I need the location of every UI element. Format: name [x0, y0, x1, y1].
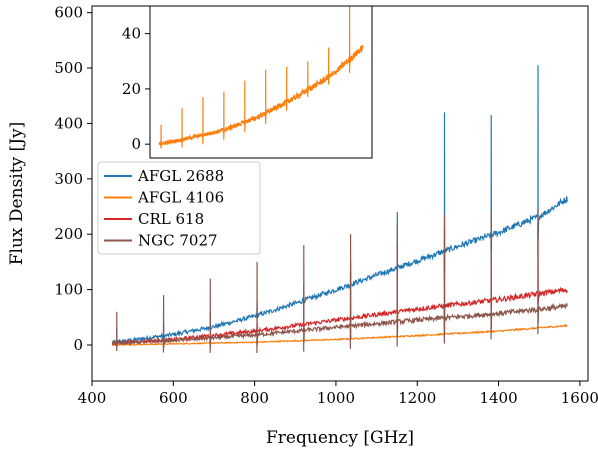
inset-plot-frame — [149, 5, 373, 159]
inset-series-line-afgl-4106 — [158, 6, 364, 149]
y-tick-label: 400 — [54, 114, 83, 132]
legend: AFGL 2688 AFGL 4106 CRL 618 NGC 7027 — [97, 161, 261, 255]
y-tick-label: 200 — [54, 225, 83, 243]
legend-item: AFGL 4106 — [104, 189, 224, 207]
series-line-ngc-7027 — [111, 209, 568, 354]
x-tick-label: 1200 — [398, 389, 436, 407]
y-tick-label: 100 — [54, 281, 83, 299]
main-y-ticks: 0 100 200 300 400 500 600 — [54, 4, 92, 354]
legend-label: AFGL 4106 — [137, 189, 224, 207]
main-plot: 400 600 800 1000 1200 1400 1600 01002003004005… — [7, 4, 598, 448]
x-tick-label: 1400 — [479, 389, 517, 407]
x-tick-label: 1000 — [317, 389, 355, 407]
main-series-lines — [111, 65, 568, 354]
y-tick-label: 300 — [54, 170, 83, 188]
inset-y-tick-label: 40 — [122, 25, 141, 43]
x-tick-label: 800 — [240, 389, 269, 407]
y-tick-label: 600 — [54, 4, 83, 22]
main-x-ticks: 400 600 800 1000 1200 1400 1600 — [78, 381, 598, 407]
legend-box — [97, 161, 261, 255]
series-line-afgl-2688 — [111, 65, 568, 346]
legend-label: CRL 618 — [138, 210, 204, 228]
x-tick-label: 1600 — [561, 389, 598, 407]
inset-y-tick-label: 0 — [131, 135, 141, 153]
legend-item: AFGL 2688 — [104, 167, 224, 185]
legend-item: CRL 618 — [104, 210, 204, 228]
y-tick-label: 500 — [54, 59, 83, 77]
legend-item: NGC 7027 — [104, 232, 218, 250]
inset-y-tick-label: 20 — [122, 80, 141, 98]
inset-y-ticks: 0 20 40 — [122, 25, 150, 153]
legend-entries: AFGL 2688 AFGL 4106 CRL 618 NGC 7027 — [104, 167, 224, 250]
inset-background — [150, 6, 372, 158]
inset-series-lines — [158, 6, 364, 149]
x-axis-title: Frequency [GHz] — [266, 428, 414, 448]
legend-label: AFGL 2688 — [137, 167, 224, 185]
x-tick-label: 600 — [159, 389, 188, 407]
y-tick-label: 0 — [73, 336, 83, 354]
legend-label: NGC 7027 — [138, 232, 218, 250]
inset-plot: 0 20 40 — [122, 5, 373, 159]
y-axis-title: Flux Density [Jy] — [7, 122, 27, 266]
x-tick-label: 400 — [78, 389, 107, 407]
